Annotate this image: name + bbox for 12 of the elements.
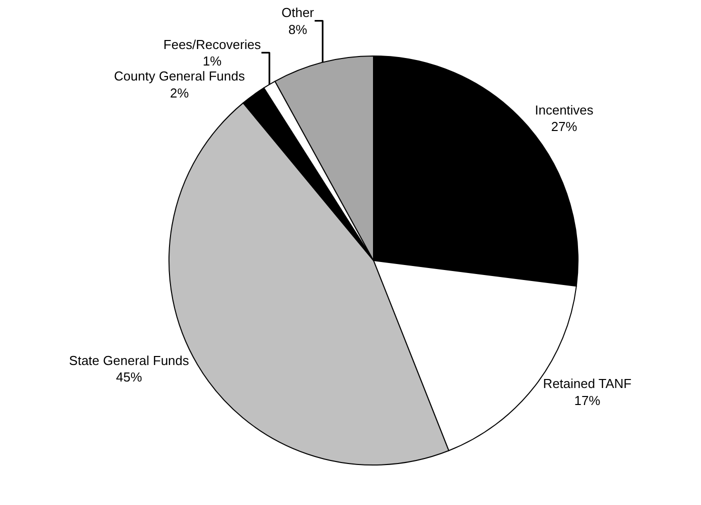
slice-label: Fees/Recoveries <box>163 36 262 52</box>
data-label: 45% <box>116 370 142 385</box>
slice-label: County General Funds <box>114 68 246 84</box>
data-label: 1% <box>202 54 222 69</box>
data-label: 2% <box>170 86 190 101</box>
slice-label: Retained TANF <box>543 376 632 391</box>
slice-label: Incentives <box>534 102 594 118</box>
slice-label: Other <box>281 4 315 20</box>
data-label: 8% <box>288 22 308 37</box>
data-label: 27% <box>551 119 578 134</box>
data-label: 17% <box>574 392 601 408</box>
slice-label: State General Funds <box>69 352 190 368</box>
